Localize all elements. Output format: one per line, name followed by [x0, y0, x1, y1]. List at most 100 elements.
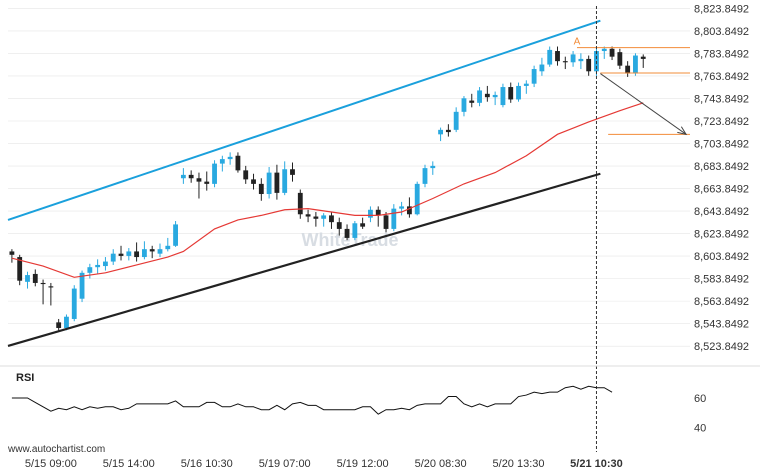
rsi-line: [11, 385, 613, 415]
candle-body: [601, 48, 607, 52]
candle-body: [227, 156, 233, 160]
candle-body: [282, 169, 288, 193]
rsi-tick-label: 40: [694, 422, 706, 434]
candles: [9, 46, 646, 332]
candle-body: [305, 214, 311, 217]
candle-body: [508, 87, 514, 100]
rsi-panel: RSI 60 40: [0, 365, 760, 434]
y-tick-label: 8,683.8492: [694, 161, 749, 173]
candle-body: [79, 272, 85, 299]
x-tick-label: 5/19 07:00: [259, 458, 311, 470]
candle-body: [71, 288, 77, 319]
candle-body: [469, 100, 475, 103]
candle-body: [422, 168, 428, 184]
candle-body: [219, 159, 225, 164]
candle-body: [173, 224, 178, 246]
y-tick-label: 8,743.8492: [694, 93, 749, 105]
y-tick-label: 8,823.8492: [694, 3, 749, 15]
candle-body: [633, 55, 638, 74]
y-tick-label: 8,783.8492: [694, 48, 749, 60]
channel-upper-line: [7, 19, 601, 221]
candle-body: [562, 61, 568, 63]
candle-body: [188, 174, 194, 179]
candle-body: [212, 163, 217, 184]
overlay-lines: A: [7, 6, 690, 452]
candle-body: [453, 111, 459, 130]
candle-body: [375, 209, 381, 216]
candle-body: [266, 172, 272, 195]
candle-body: [180, 174, 186, 179]
y-tick-label: 8,563.8492: [694, 296, 749, 308]
y-tick-label: 8,543.8492: [694, 319, 749, 331]
candle-body: [274, 172, 280, 193]
channel-lower-line: [7, 172, 601, 348]
candle-body: [461, 98, 467, 112]
y-tick-label: 8,703.8492: [694, 139, 749, 151]
candle-body: [64, 316, 69, 328]
candle-body: [196, 178, 202, 182]
candle-body: [625, 65, 631, 74]
x-tick-label: 5/15 14:00: [103, 458, 155, 470]
projection-line: [600, 73, 687, 135]
candle-body: [110, 253, 116, 262]
candle-body: [406, 206, 412, 215]
candle-body: [118, 253, 124, 256]
y-tick-label: 8,523.8492: [694, 341, 749, 353]
candle-body: [243, 170, 249, 180]
candle-body: [251, 179, 256, 184]
candle-body: [578, 58, 584, 62]
candle-body: [539, 64, 545, 72]
candle-body: [126, 251, 132, 256]
candle-body: [25, 275, 30, 282]
rsi-label: RSI: [16, 372, 34, 384]
y-tick-label: 8,583.8492: [694, 274, 749, 286]
y-tick-label: 8,603.8492: [694, 251, 749, 263]
site-url: www.autochartist.com: [7, 444, 105, 455]
candle-body: [40, 282, 46, 285]
candle-body: [352, 223, 358, 238]
x-axis-ticks: 5/15 09:00 5/15 14:00 5/16 10:30 5/19 07:00…: [25, 458, 623, 470]
candle-body: [165, 245, 171, 250]
candle-body: [344, 228, 350, 238]
x-tick-label: 5/20 13:30: [493, 458, 545, 470]
candle-body: [141, 249, 147, 258]
candle-body: [523, 83, 529, 86]
y-tick-label: 8,803.8492: [694, 26, 749, 38]
rsi-tick-label: 60: [694, 393, 706, 405]
candle-body: [609, 48, 615, 57]
candle-body: [157, 249, 163, 254]
y-tick-label: 8,663.8492: [694, 184, 749, 196]
candle-body: [484, 93, 490, 98]
candle-body: [149, 249, 155, 252]
candle-body: [555, 51, 560, 62]
candle-body: [640, 56, 646, 59]
candle-body: [32, 273, 38, 283]
candle-body: [360, 223, 366, 227]
grid: [8, 8, 690, 347]
candle-body: [321, 215, 327, 219]
x-tick-label: 5/19 12:00: [337, 458, 389, 470]
x-tick-label: 5/20 08:30: [415, 458, 467, 470]
candle-body: [313, 216, 319, 219]
candle-body: [383, 215, 389, 229]
candle-body: [477, 90, 482, 103]
y-tick-label: 8,643.8492: [694, 206, 749, 218]
candle-body: [399, 206, 405, 209]
candle-body: [531, 69, 537, 84]
candle-body: [258, 183, 264, 195]
y-tick-label: 8,763.8492: [694, 71, 749, 83]
candle-body: [336, 222, 342, 229]
candle-body: [95, 264, 101, 268]
candle-body: [414, 183, 420, 215]
candle-body: [492, 94, 498, 98]
candle-body: [500, 87, 506, 106]
candle-body: [547, 49, 553, 65]
candle-body: [48, 286, 54, 288]
candle-body: [391, 208, 397, 229]
candle-body: [56, 322, 62, 328]
candle-body: [438, 129, 443, 135]
y-axis-ticks: 8,823.8492 8,803.8492 8,783.8492 8,763.8492…: [694, 3, 749, 353]
y-tick-label: 8,723.8492: [694, 116, 749, 128]
